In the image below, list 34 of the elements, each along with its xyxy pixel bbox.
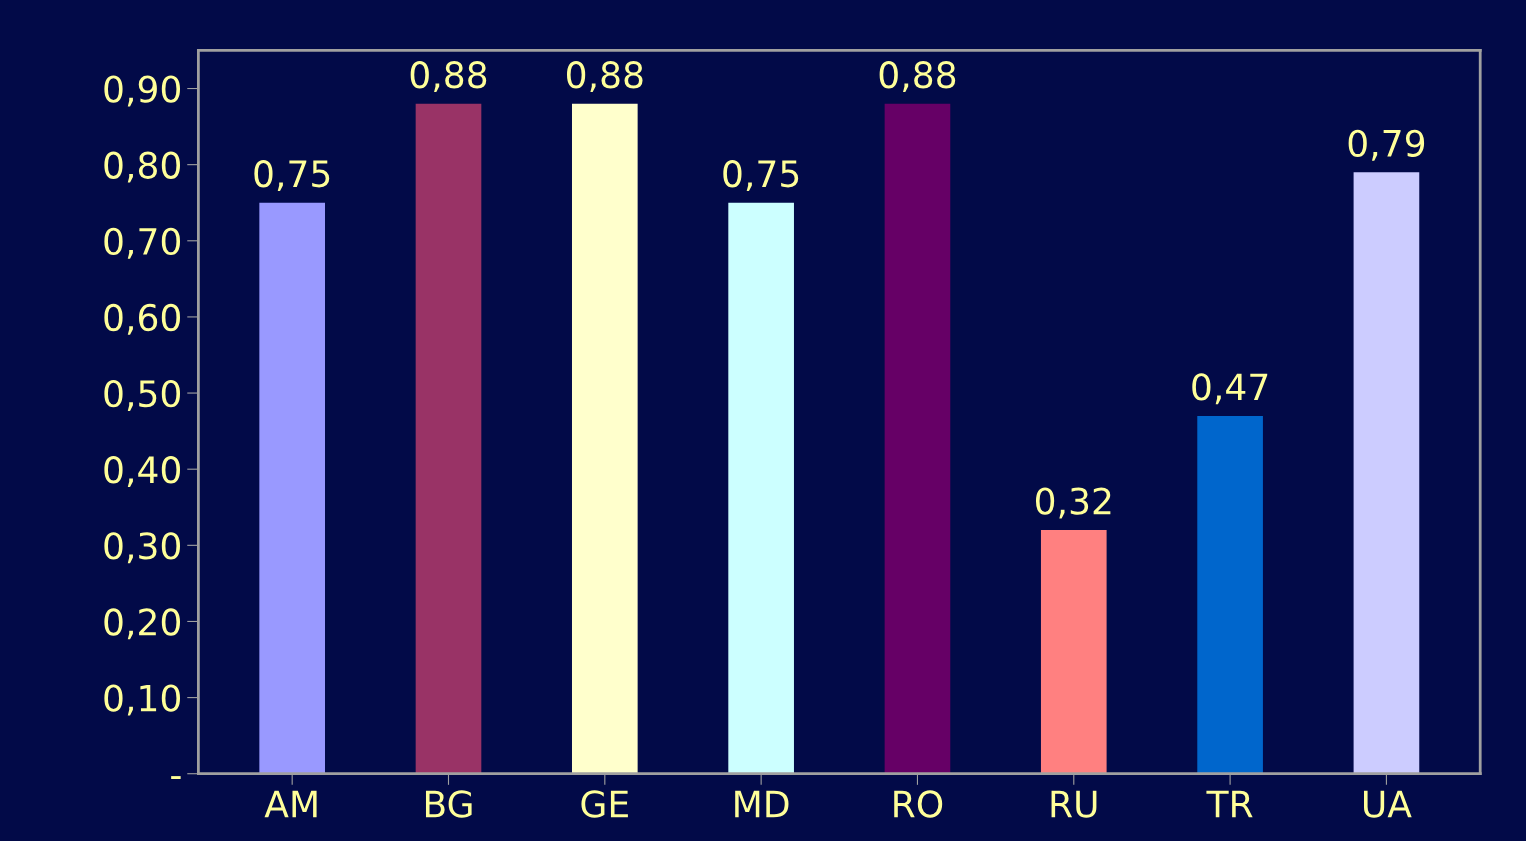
- y-tick-label: 0,10: [104, 684, 181, 716]
- bar: [1353, 172, 1420, 774]
- y-tick-label: 0,80: [104, 151, 181, 183]
- x-tick-label: RU: [1051, 790, 1097, 818]
- y-tick-label: 0,90: [104, 75, 181, 107]
- data-label: 0,75: [254, 160, 330, 192]
- data-label: 0,32: [1035, 487, 1111, 519]
- data-label: 0,88: [410, 61, 487, 93]
- y-tick-label: 0,30: [104, 532, 181, 564]
- bar: [728, 202, 794, 774]
- y-tick-label: 0,70: [104, 227, 181, 259]
- data-label: 0,47: [1192, 373, 1268, 405]
- bar: [1040, 530, 1107, 774]
- x-tick-label: AM: [264, 790, 317, 818]
- bar: [884, 103, 951, 774]
- bar: [571, 103, 638, 774]
- y-tick-label: 0,50: [104, 379, 181, 411]
- y-tick-label: 0,20: [104, 608, 181, 640]
- bar: [259, 202, 325, 774]
- x-tick-label: MD: [735, 790, 789, 818]
- x-tick-label: UA: [1364, 790, 1412, 818]
- x-tick-label: RO: [894, 790, 943, 818]
- data-label: 0,79: [1348, 129, 1425, 161]
- x-tick-label: BG: [425, 790, 472, 818]
- data-label: 0,88: [879, 61, 956, 93]
- data-label: 0,88: [567, 61, 643, 93]
- y-tick-label: -: [171, 776, 181, 779]
- x-tick-label: TR: [1206, 790, 1253, 818]
- bar: [1197, 415, 1263, 774]
- bar: [415, 103, 482, 774]
- y-tick-label: 0,60: [104, 303, 181, 335]
- y-tick-label: 0,40: [104, 456, 181, 488]
- x-tick-label: GE: [581, 790, 628, 818]
- data-label: 0,75: [723, 160, 799, 192]
